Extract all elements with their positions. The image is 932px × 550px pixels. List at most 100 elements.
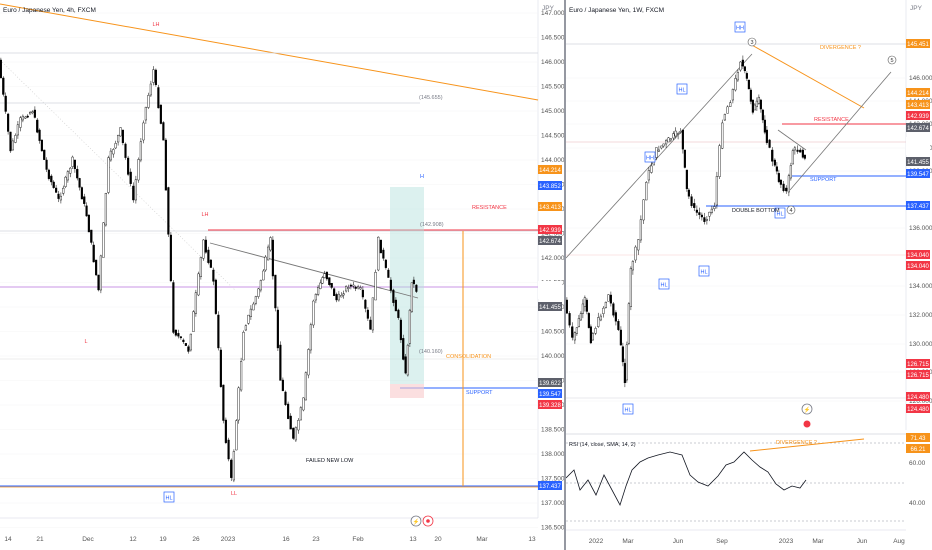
lightning-icon[interactable] <box>410 515 422 527</box>
left-price-label: 142.674 <box>539 239 561 245</box>
right-annotation-hl-d: HL <box>624 408 631 414</box>
panel-divider[interactable] <box>564 0 566 550</box>
left-candle <box>227 439 230 460</box>
left-price-tick: 146.500 <box>541 35 564 42</box>
right-candle <box>655 147 658 158</box>
right-candle <box>662 143 665 147</box>
left-candle <box>24 116 27 119</box>
right-time-tick: 2022 <box>589 538 604 545</box>
right-price-label: 124.480 <box>907 407 929 413</box>
right-price-label: 134.040 <box>907 264 929 270</box>
left-candle <box>174 329 177 336</box>
left-candle <box>352 284 355 287</box>
right-candle <box>619 329 622 346</box>
right-candle <box>747 79 750 90</box>
left-candle <box>394 299 397 312</box>
right-price-axis[interactable] <box>906 0 932 550</box>
right-time-tick: Mar <box>622 538 634 545</box>
right-candle <box>621 346 624 363</box>
left-candle <box>199 257 202 277</box>
right-price-label: 126.715 <box>907 373 929 379</box>
rsi-value-label: 66.21 <box>910 447 926 453</box>
left-candle <box>345 286 348 292</box>
right-candle <box>631 261 634 271</box>
left-candle <box>347 287 350 289</box>
left-price-label-bg <box>538 202 562 211</box>
left-candle <box>57 193 60 199</box>
right-price-label: 137.437 <box>907 204 929 210</box>
left-time-tick: 13 <box>528 536 536 543</box>
left-candle <box>194 292 197 314</box>
left-price-label-bg <box>538 389 562 398</box>
right-time-tick: Mar <box>812 538 824 545</box>
left-candle <box>40 139 43 152</box>
right-price-label-bg <box>906 359 930 368</box>
right-candle <box>579 313 582 321</box>
left-candle <box>179 336 182 339</box>
right-candle <box>566 299 568 314</box>
left-candle <box>129 171 132 184</box>
left-annotation-level-142: (142.908) <box>420 222 444 228</box>
right-candle <box>647 170 650 181</box>
left-chart-panel[interactable]: 147.000 146.500 146.000 145.500 145.000 144.5… <box>0 0 564 550</box>
right-candle <box>687 189 690 197</box>
left-candle <box>9 131 12 152</box>
left-candle <box>19 117 22 128</box>
right-annotation-hl-a: HL <box>678 88 685 94</box>
left-candle <box>0 59 2 79</box>
right-candle <box>672 133 675 139</box>
left-candle <box>121 129 124 144</box>
left-candle <box>64 176 67 187</box>
right-candle <box>573 332 576 341</box>
right-candle <box>571 326 574 338</box>
right-price-label: 142.674 <box>907 126 929 132</box>
left-candle <box>382 249 385 259</box>
right-candle <box>710 208 713 213</box>
left-candle <box>292 427 295 439</box>
right-annotation-hl-c: HL <box>700 270 707 276</box>
right-candle <box>705 218 708 221</box>
left-candle <box>397 309 400 318</box>
right-candle <box>591 333 594 341</box>
left-price-axis[interactable] <box>538 0 564 550</box>
right-candle <box>779 179 782 185</box>
right-price-tick: 136.000 <box>909 225 932 232</box>
left-candle <box>342 293 345 296</box>
left-candle <box>232 451 235 481</box>
left-annotation-h: H <box>420 174 424 180</box>
left-price-label-bg <box>538 302 562 311</box>
left-candle <box>45 159 48 170</box>
right-price-label: 141.729 <box>907 140 929 146</box>
right-candle <box>771 149 774 162</box>
left-candle <box>172 282 175 333</box>
left-candle <box>328 277 331 285</box>
right-chart-panel[interactable]: 146.000144.000142.000140.000138.000136.0… <box>566 0 932 550</box>
right-candle <box>585 299 588 312</box>
right-record-icon[interactable] <box>803 420 811 428</box>
left-candle <box>249 308 252 317</box>
left-candle <box>264 256 267 271</box>
right-price-tick: 130.000 <box>909 341 932 348</box>
right-candle <box>785 187 788 192</box>
left-candle <box>182 339 185 343</box>
right-chart-canvas[interactable]: 146.000144.000142.000140.000138.000136.0… <box>566 0 932 550</box>
right-candle <box>715 176 718 206</box>
left-candle <box>169 234 172 282</box>
right-annotation-hl-c-box <box>698 265 710 277</box>
right-price-label: 134.040 <box>907 253 929 259</box>
left-time-tick: 20 <box>434 536 442 543</box>
left-candle <box>192 311 195 332</box>
right-candle <box>713 206 716 209</box>
left-candle <box>392 289 395 303</box>
left-wedge-line <box>209 242 419 299</box>
left-annotation-l: L <box>84 339 87 345</box>
right-lightning-icon[interactable] <box>801 403 813 415</box>
left-candle <box>257 288 260 297</box>
left-candle <box>321 277 324 284</box>
left-candle <box>364 299 367 309</box>
left-chart-canvas[interactable]: 147.000 146.500 146.000 145.500 145.000 144.5… <box>0 0 564 550</box>
right-candle <box>604 301 607 308</box>
left-candle <box>83 196 86 204</box>
left-candle <box>337 293 340 301</box>
left-candle <box>271 239 274 277</box>
